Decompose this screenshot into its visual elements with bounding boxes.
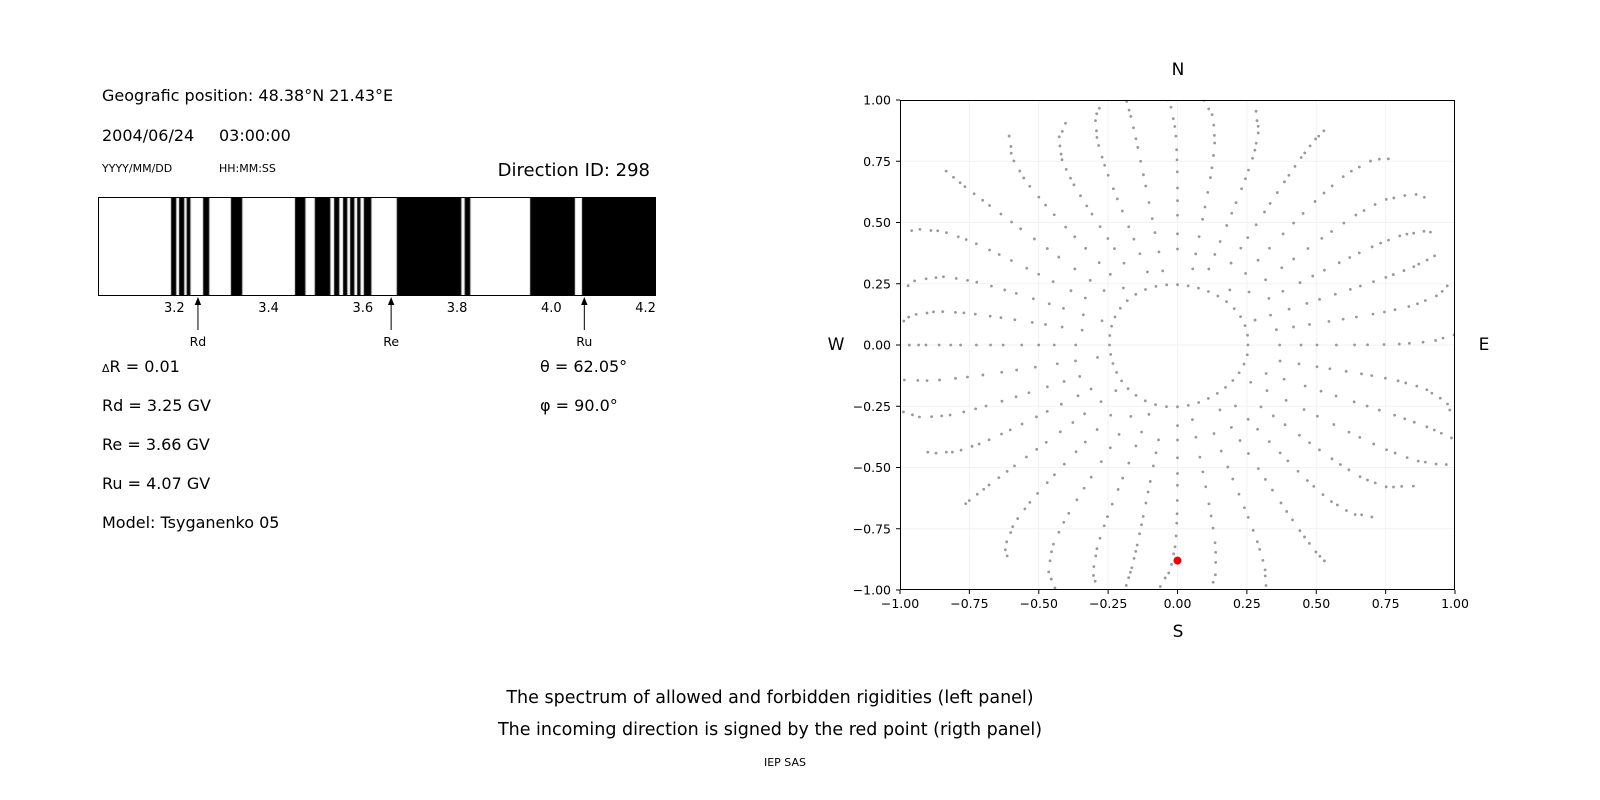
geographic-position-label: Geografic position: 48.38°N 21.43°E: [102, 86, 394, 105]
marker-arrowhead-icon: [581, 297, 588, 305]
date-format-label: YYYY/MM/DD: [102, 162, 173, 175]
direction-id-label: Direction ID: 298: [497, 160, 650, 181]
rigidity-spectrum-canvas: [99, 198, 655, 295]
delta-r-line: ΔR = 0.01: [102, 357, 180, 376]
x-tick-label: −0.25: [1089, 596, 1127, 611]
time-value: 03:00:00: [219, 126, 291, 145]
x-tick-label: 0.50: [1302, 596, 1330, 611]
y-tick-label: −0.50: [853, 460, 891, 475]
cutoff-marker-arrows: [194, 297, 588, 330]
x-tick-label: −1.00: [881, 596, 919, 611]
direction-scatter-points: [902, 100, 1455, 590]
delta-symbol: Δ: [102, 362, 110, 375]
y-tick-label: 0.25: [863, 276, 891, 291]
compass-south-label: S: [1172, 622, 1184, 642]
y-tick-label: 0.00: [863, 338, 891, 353]
re-value-label: Re = 3.66 GV: [102, 435, 210, 454]
theta-value-label: θ = 62.05°: [540, 357, 628, 376]
y-tick-label: −0.75: [853, 521, 891, 536]
credit-label: IEP SAS: [763, 756, 807, 769]
rd-value-label: Rd = 3.25 GV: [102, 396, 211, 415]
incoming-direction-red-point: [1173, 556, 1182, 565]
caption-line-2: The incoming direction is signed by the …: [497, 720, 1043, 740]
model-label: Model: Tsyganenko 05: [102, 513, 280, 532]
x-tick-label: 0.25: [1233, 596, 1261, 611]
incoming-direction-chart: −1.00 −0.75 −0.50 −0.25 0.00 0.25 0.50 0.75 1.00…: [853, 93, 1469, 612]
x-tick-label: −0.75: [950, 596, 988, 611]
caption-line-1: The spectrum of allowed and forbidden ri…: [506, 688, 1034, 708]
time-format-label: HH:MM:SS: [219, 162, 276, 175]
date-value: 2004/06/24: [102, 126, 195, 145]
x-tick-label: −0.50: [1020, 596, 1058, 611]
y-tick-label: −0.25: [853, 399, 891, 414]
ru-value-label: Ru = 4.07 GV: [102, 474, 211, 493]
y-tick-label: 0.75: [863, 154, 891, 169]
y-tick-label: 0.50: [863, 215, 891, 230]
rigidity-spectrum-chart: [98, 197, 656, 296]
x-tick-label: 1.00: [1441, 596, 1469, 611]
phi-value-label: φ = 90.0°: [540, 396, 618, 415]
x-tick-label: 0.75: [1372, 596, 1400, 611]
delta-r-text: R = 0.01: [109, 357, 180, 376]
compass-west-label: W: [827, 335, 845, 355]
y-tick-label: 1.00: [863, 93, 891, 108]
marker-arrowhead-icon: [194, 297, 202, 305]
compass-east-label: E: [1478, 335, 1490, 355]
compass-north-label: N: [1171, 60, 1185, 80]
marker-arrowhead-icon: [387, 297, 395, 305]
y-tick-label: −1.00: [853, 583, 891, 598]
plot-border: [900, 100, 1455, 590]
x-tick-label: 0.00: [1164, 596, 1192, 611]
